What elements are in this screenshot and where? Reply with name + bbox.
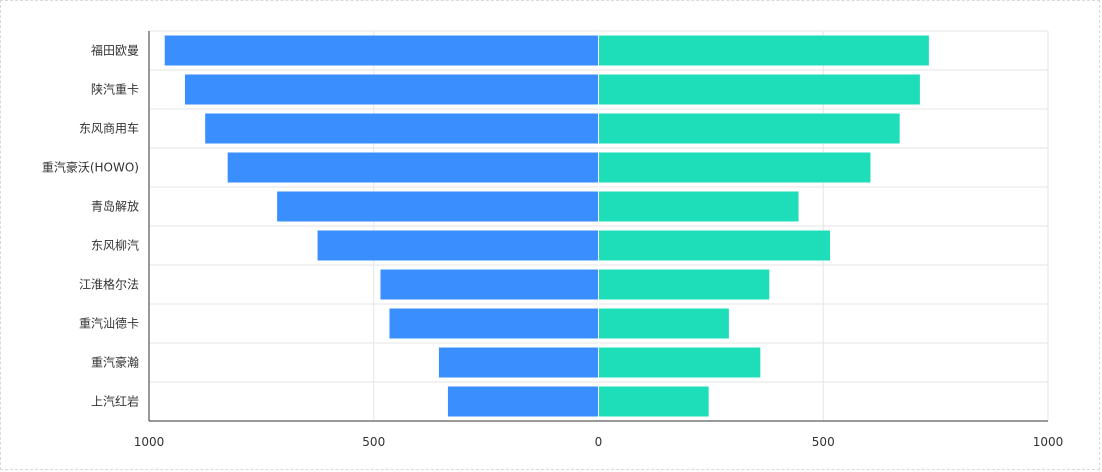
bar-right [598, 347, 761, 378]
x-tick-labels: 1000 500 0 500 1000 [134, 435, 1064, 449]
axes [148, 31, 1048, 422]
bar-right [598, 191, 799, 222]
right-series-bars [598, 31, 929, 421]
bar-right [598, 152, 871, 183]
category-label: 陕汽重卡 [91, 82, 139, 97]
x-tick-label: 0 [595, 435, 603, 449]
category-label: 重汽豪瀚 [91, 355, 139, 370]
bar-right [598, 308, 729, 339]
category-label: 上汽红岩 [91, 394, 139, 409]
category-label: 江淮格尔法 [79, 277, 139, 292]
bar-right [598, 386, 709, 417]
bar-left [447, 386, 599, 417]
bar-left [380, 269, 599, 300]
x-tick-label: 1000 [1033, 435, 1064, 449]
bar-left [227, 152, 599, 183]
category-label: 重汽汕德卡 [79, 316, 139, 331]
bar-right [598, 113, 900, 144]
category-label: 东风商用车 [79, 121, 139, 136]
category-label: 福田欧曼 [91, 43, 139, 58]
bar-left [205, 113, 599, 144]
bar-right [598, 230, 830, 261]
category-label: 青岛解放 [91, 199, 139, 214]
bar-right [598, 74, 920, 105]
bar-right [598, 35, 929, 66]
bar-right [598, 269, 770, 300]
bar-left [438, 347, 599, 378]
category-label: 重汽豪沃(HOWO) [42, 160, 139, 175]
left-series-bars [164, 35, 599, 417]
x-tick-label: 500 [812, 435, 835, 449]
bar-left [184, 74, 599, 105]
bar-left [317, 230, 599, 261]
bar-left [164, 35, 599, 66]
bar-left [389, 308, 599, 339]
x-tick-label: 500 [362, 435, 385, 449]
x-tick-label: 1000 [134, 435, 165, 449]
bar-left [277, 191, 599, 222]
category-label: 东风柳汽 [91, 238, 139, 253]
